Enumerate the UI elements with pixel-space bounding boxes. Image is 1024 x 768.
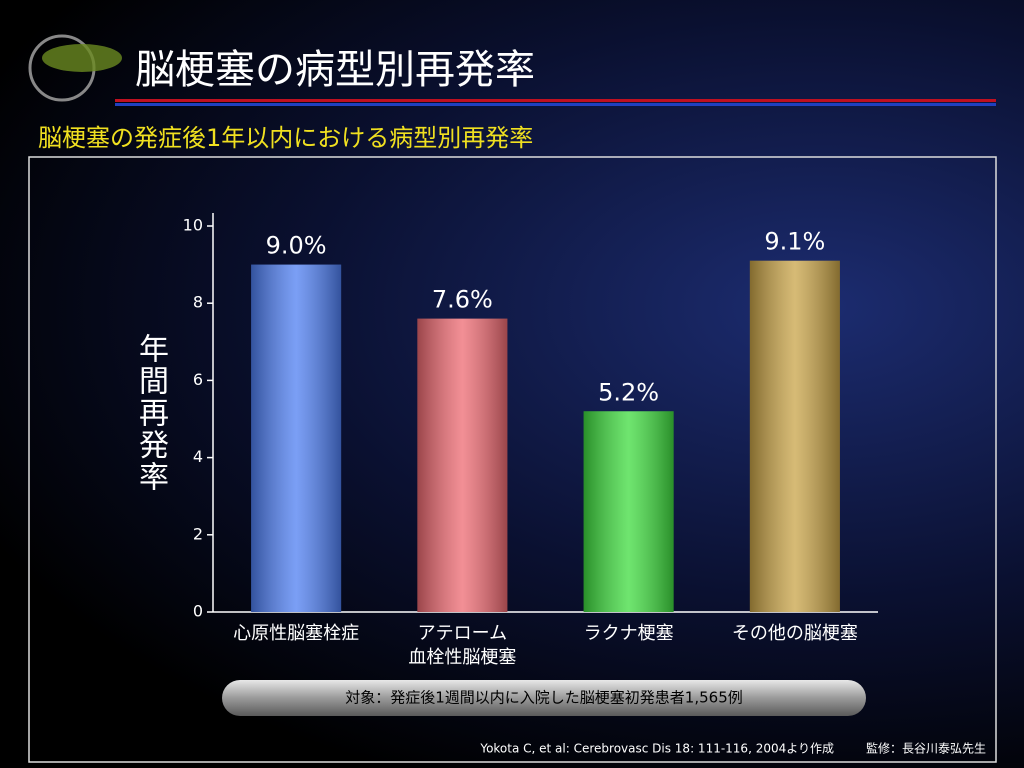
x-tick-label: 心原性脳塞栓症 xyxy=(233,623,360,644)
subtitle: 脳梗塞の発症後1年以内における病型別再発率 xyxy=(38,124,533,152)
bar xyxy=(251,264,342,612)
bar xyxy=(583,411,674,612)
note-box xyxy=(222,680,866,716)
y-tick-label: 8 xyxy=(193,293,203,312)
bar xyxy=(749,260,840,612)
y-tick-label: 2 xyxy=(193,524,203,543)
note: 対象：発症後1週間以内に入院した脳梗塞初発患者1,565例 xyxy=(345,689,743,707)
value-label: 9.1% xyxy=(764,228,825,256)
y-tick-label: 0 xyxy=(193,602,203,621)
y-axis-label: 年間再発率 xyxy=(133,333,168,493)
rule-blue xyxy=(115,103,996,106)
value-label: 9.0% xyxy=(266,232,327,260)
slide-title: 脳梗塞の病型別再発率 xyxy=(135,47,535,93)
y-tick-label: 10 xyxy=(183,216,203,235)
value-label: 5.2% xyxy=(598,378,659,406)
value-label: 7.6% xyxy=(432,286,493,314)
x-tick-label: その他の脳梗塞 xyxy=(731,623,858,644)
x-tick-label: アテローム 血栓性脳梗塞 xyxy=(408,623,517,668)
source: Yokota C, et al: Cerebrovasc Dis 18: 111… xyxy=(479,742,834,756)
supervisor: 監修：長谷川泰弘先生 xyxy=(866,741,986,756)
x-tick-label: ラクナ梗塞 xyxy=(583,623,674,644)
rule-red xyxy=(115,99,996,102)
y-tick-label: 6 xyxy=(193,370,203,389)
logo-leaf xyxy=(42,44,122,72)
bar xyxy=(417,318,508,612)
y-tick-label: 4 xyxy=(193,447,203,466)
chart-frame xyxy=(28,156,997,763)
